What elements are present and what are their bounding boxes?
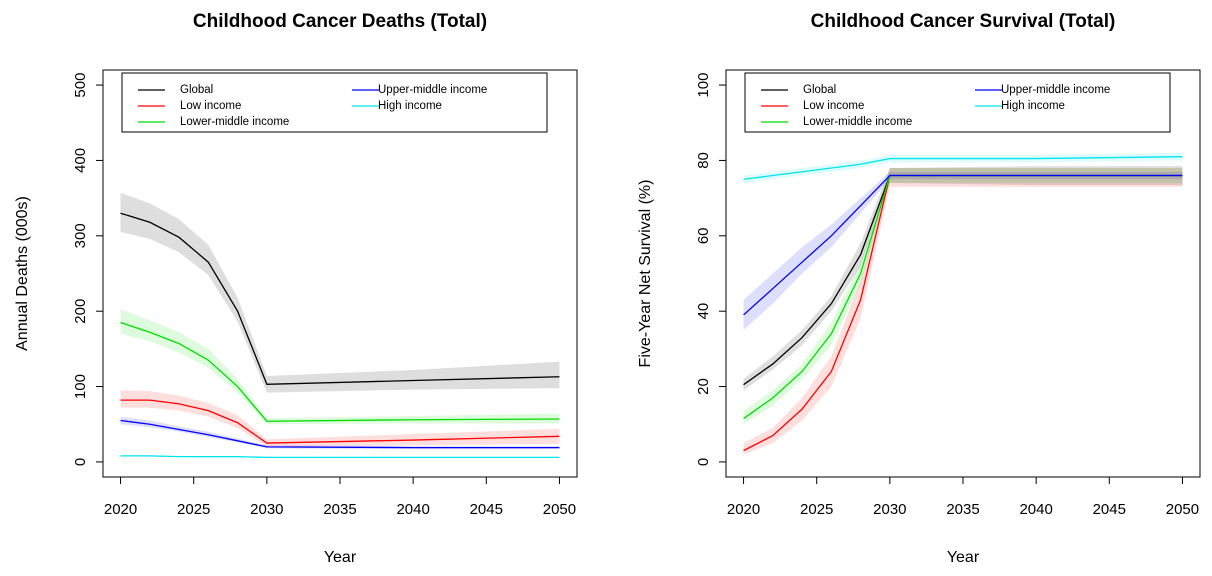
x-tick-label: 2045 xyxy=(1093,501,1126,518)
legend-box xyxy=(744,72,1171,133)
confidence-band xyxy=(743,167,1183,425)
series-line xyxy=(120,455,560,459)
series-line xyxy=(743,174,1183,420)
series-line xyxy=(743,174,1183,386)
x-tick-label: 2050 xyxy=(543,501,576,518)
series-line xyxy=(743,174,1183,316)
confidence-band xyxy=(120,308,560,425)
x-tick-label: 2040 xyxy=(1019,501,1052,518)
confidence-band xyxy=(120,390,560,447)
x-tick-label: 2035 xyxy=(323,501,356,518)
chart-title: Childhood Cancer Deaths (Total) xyxy=(193,11,487,32)
legend-label: Lower-middle income xyxy=(180,116,289,128)
y-tick-label: 200 xyxy=(72,299,89,324)
series-line xyxy=(120,419,560,449)
legend-label: Low income xyxy=(180,100,241,112)
chart-title: Childhood Cancer Survival (Total) xyxy=(811,11,1116,32)
confidence-band xyxy=(120,416,560,450)
y-axis-title: Five-Year Net Survival (%) xyxy=(637,180,654,368)
series-line xyxy=(120,321,560,422)
x-tick-label: 2020 xyxy=(727,501,760,518)
y-tick-label: 0 xyxy=(695,458,712,466)
y-tick-label: 400 xyxy=(72,148,89,173)
legend-label: Upper-middle income xyxy=(378,84,487,96)
legend-label: Lower-middle income xyxy=(803,116,912,128)
y-tick-label: 500 xyxy=(72,73,89,98)
panel: Childhood Cancer Survival (Total) Year Fiv… xyxy=(637,11,1201,566)
confidence-band xyxy=(743,152,1183,184)
y-tick-label: 80 xyxy=(695,152,712,169)
legend-label: Upper-middle income xyxy=(1001,84,1110,96)
x-tick-label: 2030 xyxy=(873,501,906,518)
confidence-band xyxy=(743,167,1183,455)
x-tick-label: 2025 xyxy=(177,501,210,518)
x-tick-label: 2045 xyxy=(470,501,503,518)
y-tick-label: 100 xyxy=(72,374,89,399)
y-tick-label: 0 xyxy=(72,458,89,466)
legend-label: Low income xyxy=(803,100,864,112)
x-tick-label: 2025 xyxy=(800,501,833,518)
series-line xyxy=(120,212,560,385)
legend-label: High income xyxy=(1001,100,1065,112)
x-tick-label: 2050 xyxy=(1166,501,1199,518)
x-tick-label: 2035 xyxy=(946,501,979,518)
x-tick-label: 2040 xyxy=(396,501,429,518)
legend-label: Global xyxy=(803,84,836,96)
panel: Childhood Cancer Deaths (Total) Year Annua… xyxy=(14,11,578,566)
y-tick-label: 20 xyxy=(695,378,712,395)
y-tick-label: 60 xyxy=(695,227,712,244)
x-tick-label: 2030 xyxy=(250,501,283,518)
legend-label: High income xyxy=(378,100,442,112)
x-axis-title: Year xyxy=(947,549,980,566)
y-tick-label: 100 xyxy=(695,73,712,98)
x-tick-label: 2020 xyxy=(104,501,137,518)
series-line xyxy=(743,156,1183,180)
confidence-band xyxy=(120,192,560,393)
y-tick-label: 40 xyxy=(695,303,712,320)
y-tick-label: 300 xyxy=(72,223,89,248)
legend-box xyxy=(121,72,548,133)
legend-label: Global xyxy=(180,84,213,96)
confidence-band xyxy=(743,171,1183,331)
series-line xyxy=(120,399,560,444)
y-axis-title: Annual Deaths (000s) xyxy=(14,196,31,351)
x-axis-title: Year xyxy=(324,549,357,566)
